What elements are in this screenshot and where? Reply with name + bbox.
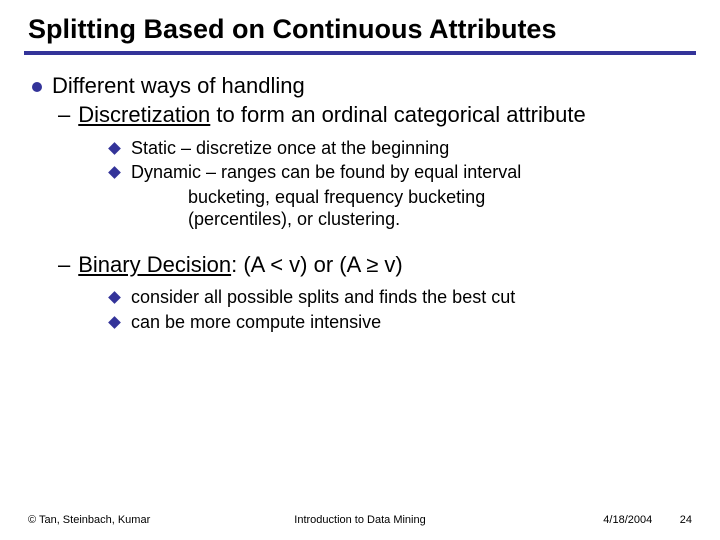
underline-text: Discretization xyxy=(78,102,210,127)
title-underline xyxy=(24,51,696,55)
level3-text: can be more compute intensive xyxy=(131,311,381,334)
bullet-level2: – Binary Decision: (A < v) or (A ≥ v) xyxy=(58,251,692,279)
bullet-level3: Dynamic – ranges can be found by equal i… xyxy=(110,161,692,184)
footer-title: Introduction to Data Mining xyxy=(294,514,425,526)
footer-date: 4/18/2004 xyxy=(603,514,652,526)
dash-bullet-icon: – xyxy=(58,101,70,129)
footer-copyright: © Tan, Steinbach, Kumar xyxy=(28,514,150,526)
level3-text: Dynamic – ranges can be found by equal i… xyxy=(131,161,521,184)
slide-footer: © Tan, Steinbach, Kumar Introduction to … xyxy=(0,514,720,526)
bullet-level2: – Discretization to form an ordinal cate… xyxy=(58,101,692,129)
diamond-bullet-icon xyxy=(108,291,121,304)
disc-bullet-icon xyxy=(32,82,42,92)
level2-rest: : (A < v) or (A ≥ v) xyxy=(231,252,403,277)
bullet-level3: can be more compute intensive xyxy=(110,311,692,334)
diamond-bullet-icon xyxy=(108,316,121,329)
level2-text: Binary Decision: (A < v) or (A ≥ v) xyxy=(78,251,402,279)
slide-content: Different ways of handling – Discretizat… xyxy=(28,73,692,333)
level3-continuation: bucketing, equal frequency bucketing xyxy=(132,186,692,209)
underline-text: Binary Decision xyxy=(78,252,231,277)
bullet-level3: consider all possible splits and finds t… xyxy=(110,286,692,309)
bullet-level3: Static – discretize once at the beginnin… xyxy=(110,137,692,160)
level3-continuation: (percentiles), or clustering. xyxy=(132,208,692,231)
dash-bullet-icon: – xyxy=(58,251,70,279)
footer-right: 4/18/2004 24 xyxy=(603,514,692,526)
level1-text: Different ways of handling xyxy=(52,73,305,99)
footer-page-number: 24 xyxy=(680,514,692,526)
level2-text: Discretization to form an ordinal catego… xyxy=(78,101,585,129)
bullet-level1: Different ways of handling xyxy=(32,73,692,99)
diamond-bullet-icon xyxy=(108,166,121,179)
diamond-bullet-icon xyxy=(108,142,121,155)
level3-text: consider all possible splits and finds t… xyxy=(131,286,515,309)
slide-title: Splitting Based on Continuous Attributes xyxy=(28,14,692,45)
slide: Splitting Based on Continuous Attributes… xyxy=(0,0,720,540)
level2-rest: to form an ordinal categorical attribute xyxy=(210,102,585,127)
level3-text: Static – discretize once at the beginnin… xyxy=(131,137,449,160)
